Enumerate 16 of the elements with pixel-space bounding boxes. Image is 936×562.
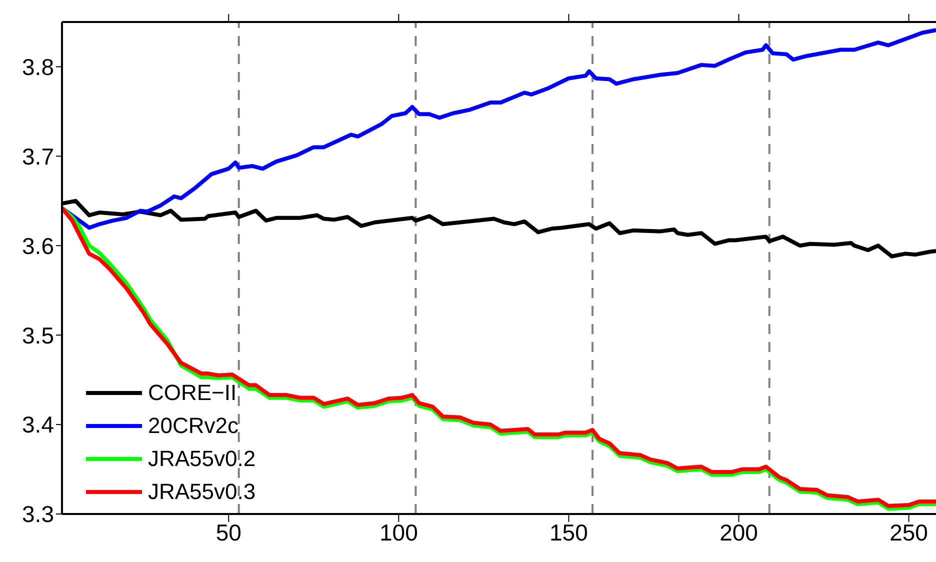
x-tick-label: 50 [216,519,242,546]
x-tick-label: 250 [890,519,928,546]
line-series [62,28,936,230]
legend-label: JRA55v0.3 [148,478,256,506]
y-tick-label: 3.5 [22,322,54,348]
legend-label: JRA55v0.2 [148,445,256,473]
x-tick-label: 150 [550,519,588,546]
x-tick-label: 200 [720,519,758,546]
y-tick-label: 3.4 [22,412,54,438]
legend-label: CORE−II [148,379,237,407]
y-tick-label: 3.6 [22,232,54,259]
y-tick-label: 3.3 [22,501,54,528]
y-tick-label: 3.7 [22,143,54,170]
y-tick-label: 3.8 [22,54,54,80]
legend-label: 20CRv2c [148,412,238,440]
x-tick-label: 100 [379,519,418,546]
